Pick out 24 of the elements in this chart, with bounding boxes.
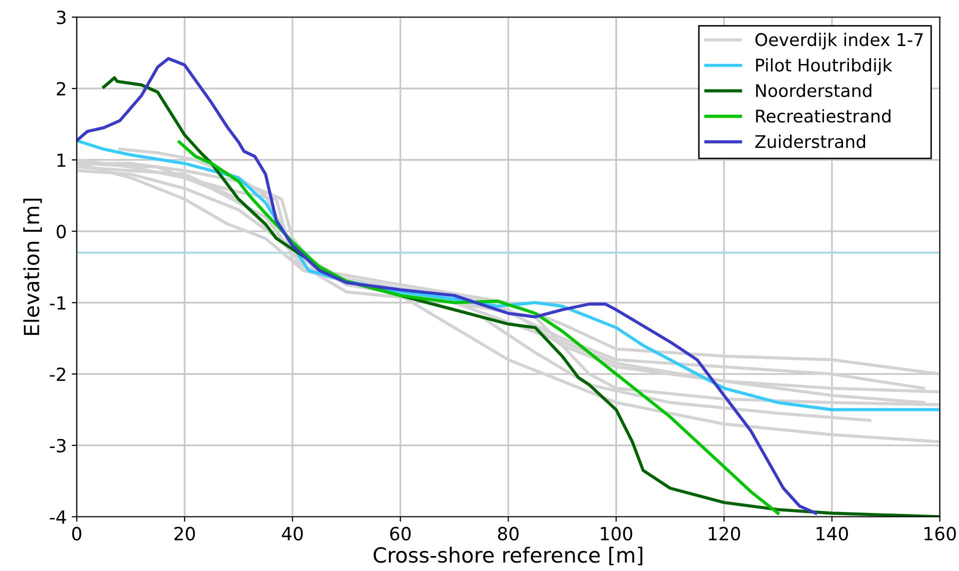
x-tick-label: 40 bbox=[282, 526, 303, 540]
y-tick-label: 2 bbox=[56, 82, 66, 96]
x-tick-label: 20 bbox=[174, 526, 195, 540]
x-tick-label: 0 bbox=[72, 526, 82, 540]
x-tick-label: 120 bbox=[708, 526, 740, 540]
legend-label: Recreatiestrand bbox=[756, 109, 890, 123]
x-tick-label: 160 bbox=[924, 526, 956, 540]
legend-label: Zuiderstrand bbox=[755, 134, 866, 148]
y-tick-label: 3 bbox=[56, 10, 66, 24]
x-tick-label: 140 bbox=[816, 526, 848, 540]
x-tick-label: 80 bbox=[498, 526, 519, 540]
y-tick-label: 0 bbox=[56, 224, 66, 238]
y-axis-title: Elevation [m] bbox=[23, 198, 42, 335]
x-axis-title: Cross-shore reference [m] bbox=[374, 546, 642, 566]
y-tick-label: -4 bbox=[50, 510, 66, 524]
y-tick-label: 1 bbox=[57, 154, 66, 167]
y-tick-label: -3 bbox=[50, 438, 66, 452]
x-tick-label: 100 bbox=[600, 526, 632, 540]
x-tick-label: 60 bbox=[390, 526, 411, 540]
legend-label: Noorderstand bbox=[756, 84, 872, 98]
legend-label: Pilot Houtribdijk bbox=[756, 58, 892, 76]
y-tick-label: -2 bbox=[50, 367, 66, 381]
legend-label: Oeverdijk index 1-7 bbox=[755, 32, 923, 50]
y-tick-label: -1 bbox=[50, 296, 66, 310]
